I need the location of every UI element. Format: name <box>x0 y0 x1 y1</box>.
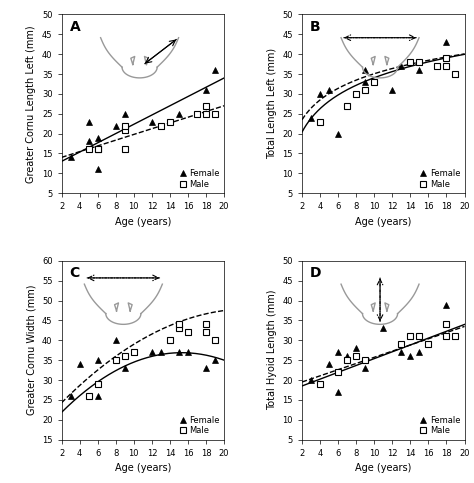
Legend: Female, Male: Female, Male <box>179 416 220 435</box>
Y-axis label: Greater Cornu Width (mm): Greater Cornu Width (mm) <box>27 285 36 415</box>
X-axis label: Age (years): Age (years) <box>115 217 171 227</box>
Text: A: A <box>70 20 81 34</box>
Text: C: C <box>70 266 80 280</box>
X-axis label: Age (years): Age (years) <box>355 217 411 227</box>
Legend: Female, Male: Female, Male <box>419 169 460 189</box>
Legend: Female, Male: Female, Male <box>419 416 460 435</box>
X-axis label: Age (years): Age (years) <box>355 463 411 473</box>
X-axis label: Age (years): Age (years) <box>115 463 171 473</box>
Text: D: D <box>310 266 322 280</box>
Y-axis label: Greater Cornu Length Left (mm): Greater Cornu Length Left (mm) <box>27 25 36 183</box>
Legend: Female, Male: Female, Male <box>179 169 220 189</box>
Y-axis label: Total Length Left (mm): Total Length Left (mm) <box>267 48 277 159</box>
Text: B: B <box>310 20 321 34</box>
Y-axis label: Total Hyoid Length (mm): Total Hyoid Length (mm) <box>267 290 277 411</box>
